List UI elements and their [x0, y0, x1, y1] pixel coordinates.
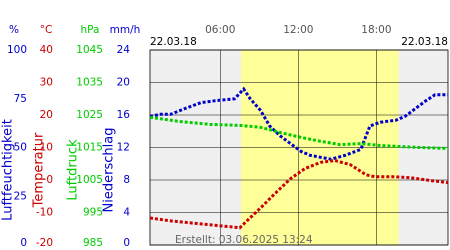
- y-tick-label: 1035: [76, 77, 103, 89]
- series-line: [149, 86, 448, 161]
- axis-name: Luftfeuchtigkeit: [1, 119, 16, 221]
- y-tick-label: 24: [117, 44, 131, 56]
- series-line: [149, 158, 449, 230]
- axis-unit: %: [9, 24, 19, 36]
- y-tick-label: 1005: [76, 174, 103, 186]
- series-line: [149, 115, 449, 150]
- created-note: Erstellt: 03.06.2025 13:24: [175, 234, 313, 246]
- y-tick-label: 50: [14, 142, 27, 154]
- axis-unit: hPa: [81, 24, 100, 36]
- axis-unit: °C: [40, 24, 53, 36]
- y-tick-label: 995: [83, 207, 103, 219]
- y-tick-label: 100: [7, 44, 27, 56]
- y-tick-label: 1045: [76, 44, 103, 56]
- y-tick-label: 75: [14, 93, 27, 105]
- x-tick-label: 12:00: [283, 24, 313, 36]
- axis-unit: mm/h: [110, 24, 141, 36]
- x-tick-label: 06:00: [205, 24, 235, 36]
- y-tick-label: 0: [123, 237, 130, 249]
- x-tick-label: 18:00: [361, 24, 391, 36]
- y-tick-label: 985: [83, 237, 103, 249]
- axis-name: Luftdruck: [66, 139, 81, 201]
- y-tick-label: 4: [123, 207, 130, 219]
- y-tick-label: 1025: [76, 109, 103, 121]
- y-tick-label: 16: [117, 109, 131, 121]
- y-tick-label: 20: [40, 109, 53, 121]
- y-tick-label: 12: [117, 142, 130, 154]
- y-tick-label: 1015: [76, 142, 103, 154]
- y-tick-label: -20: [36, 237, 53, 249]
- y-tick-label: 30: [40, 77, 53, 89]
- y-tick-label: 25: [14, 190, 27, 202]
- axis-name: Temperatur: [32, 132, 47, 208]
- y-tick-label: 8: [123, 174, 130, 186]
- y-tick-label: -10: [36, 207, 53, 219]
- y-tick-label: 20: [117, 77, 130, 89]
- axis-name: Niederschlag: [102, 128, 117, 213]
- date-left: 22.03.18: [150, 36, 197, 48]
- date-right: 22.03.18: [401, 36, 448, 48]
- y-tick-label: 0: [20, 237, 27, 249]
- y-tick-label: 40: [40, 44, 53, 56]
- y-tick-label: 10: [40, 142, 53, 154]
- y-tick-label: 0: [46, 174, 53, 186]
